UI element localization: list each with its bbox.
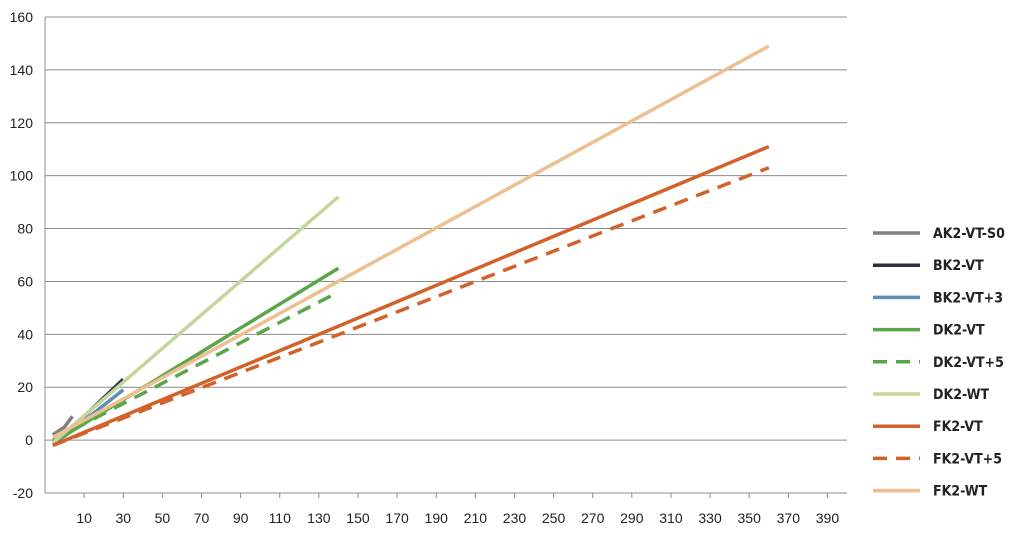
x-tick-label: 90	[233, 510, 249, 526]
x-tick-label: 10	[76, 510, 92, 526]
legend-label: DK2-VT	[933, 323, 985, 339]
x-tick-label: 30	[115, 510, 131, 526]
x-tick-label: 310	[659, 510, 683, 526]
x-tick-label: 110	[269, 510, 292, 526]
y-tick-label: 40	[17, 326, 33, 342]
x-tick-label: 190	[425, 510, 449, 526]
legend-label: BK2-VT+3	[933, 290, 1003, 306]
y-tick-label: 100	[10, 168, 34, 184]
x-tick-label: 390	[816, 510, 840, 526]
series-lines	[51, 44, 770, 448]
y-tick-label: 140	[10, 62, 34, 78]
y-tick-label: 120	[10, 115, 34, 131]
grid-lines	[45, 16, 847, 494]
x-tick-label: 170	[385, 510, 409, 526]
x-tick-label: 210	[464, 510, 488, 526]
legend-label: BK2-VT	[933, 258, 984, 274]
legend-label: DK2-WT	[933, 387, 989, 403]
x-tick-label: 230	[503, 510, 527, 526]
legend: AK2-VT-S0 BK2-VT BK2-VT+3 DK2-VT DK2-VT+5 DK2…	[873, 226, 1005, 500]
x-tick-label: 50	[155, 510, 171, 526]
x-tick-label: 250	[542, 510, 566, 526]
y-tick-label: 20	[17, 379, 33, 395]
series-line-dk2-wt	[51, 195, 340, 445]
legend-label: FK2-VT	[933, 419, 983, 435]
y-tick-labels: -20 0 20 40 60 80 100 120 140 160	[10, 9, 34, 501]
series-line-fk2-vt	[52, 144, 770, 448]
x-tick-labels: 10 30 50 70 90 110 130 150 170 190 210 230 250 270 290…	[76, 510, 839, 526]
x-tick-label: 150	[346, 510, 370, 526]
x-tick-label: 290	[620, 510, 644, 526]
y-tick-label: 60	[17, 273, 33, 289]
series-line-ak2-vt-s0	[51, 415, 74, 437]
x-tick-label: 330	[698, 510, 722, 526]
series-line-fk2-wt	[51, 44, 770, 440]
x-tick-label: 70	[194, 510, 210, 526]
legend-label: AK2-VT-S0	[933, 226, 1005, 242]
x-tick-label: 130	[307, 510, 331, 526]
y-tick-label: 160	[10, 9, 34, 25]
x-tick-label: 270	[581, 510, 605, 526]
axes	[44, 17, 828, 498]
y-tick-label: -20	[13, 485, 33, 501]
y-tick-label: 0	[25, 432, 33, 448]
legend-label: FK2-WT	[933, 484, 988, 500]
x-tick-label: 350	[738, 510, 762, 526]
legend-label: FK2-VT+5	[933, 451, 1002, 467]
series-line-fk2-vt-5	[52, 166, 770, 448]
series-line-dk2-vt-5	[51, 290, 340, 442]
legend-label: DK2-VT+5	[933, 355, 1004, 371]
y-tick-label: 80	[17, 221, 33, 237]
x-tick-label: 370	[777, 510, 801, 526]
